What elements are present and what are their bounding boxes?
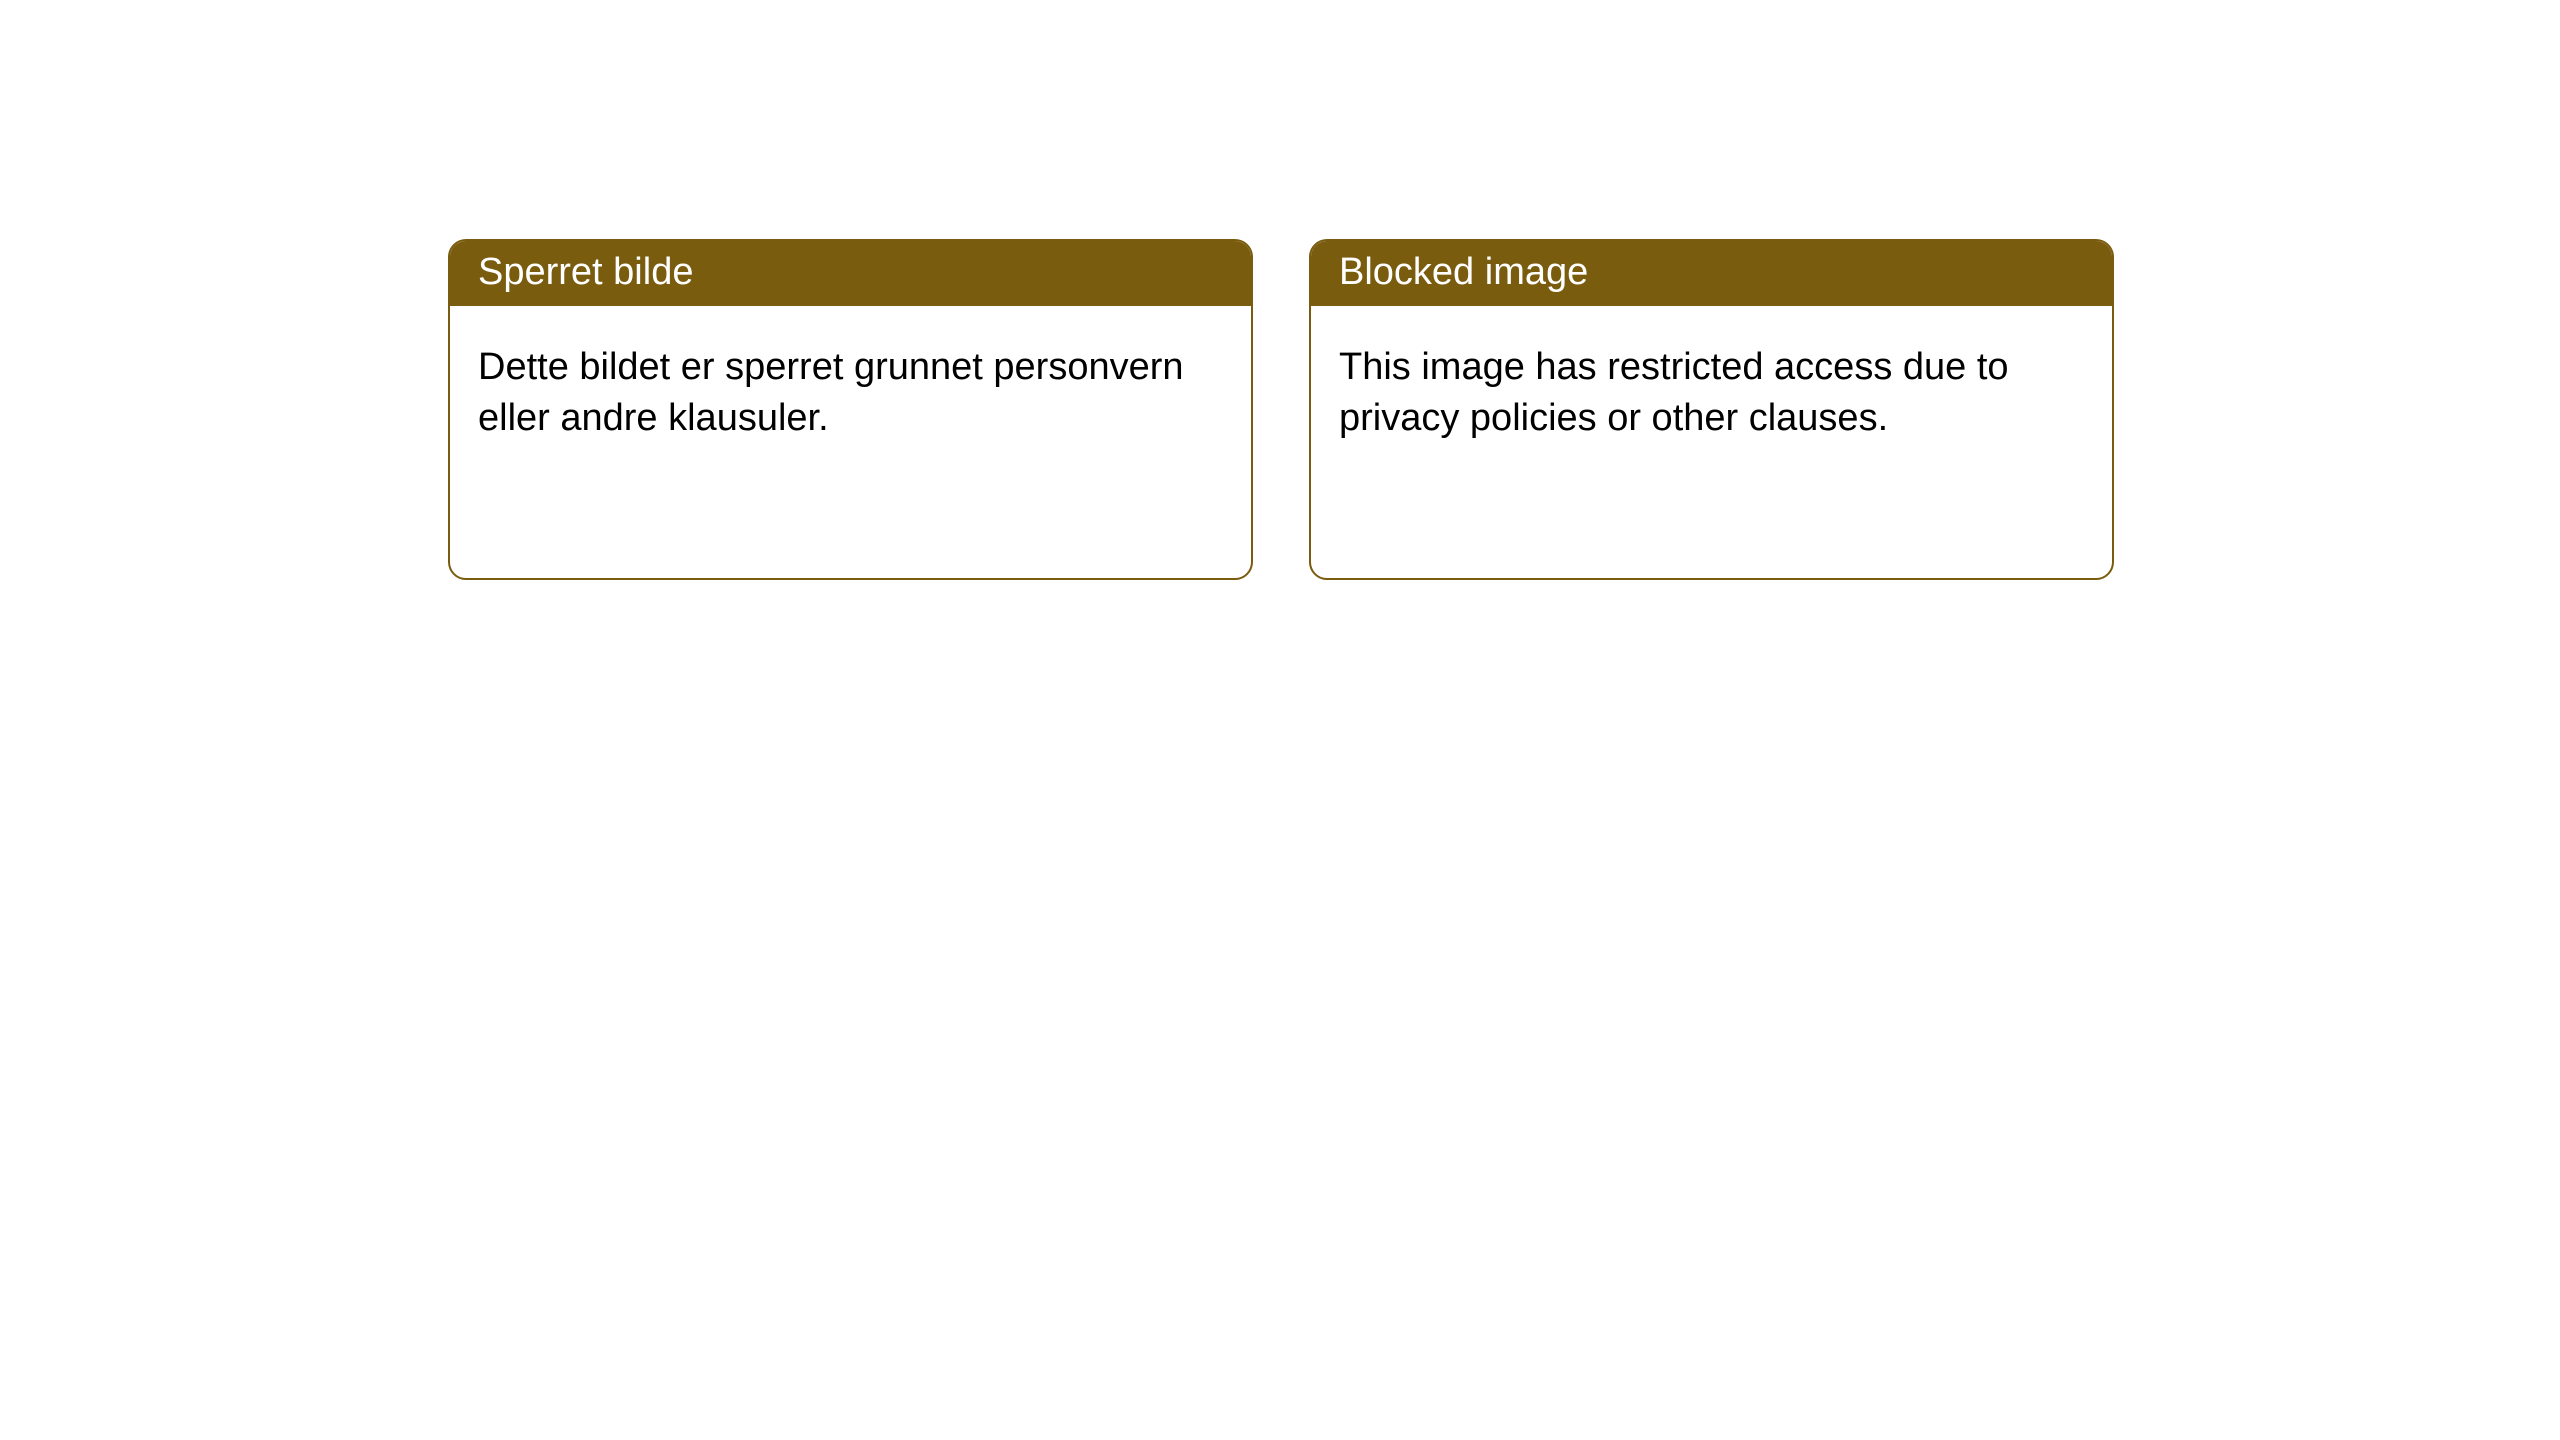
notice-body: This image has restricted access due to … xyxy=(1311,306,2112,578)
notice-header: Sperret bilde xyxy=(450,241,1251,306)
notice-header: Blocked image xyxy=(1311,241,2112,306)
notice-card-english: Blocked image This image has restricted … xyxy=(1309,239,2114,580)
notice-container: Sperret bilde Dette bildet er sperret gr… xyxy=(0,0,2560,580)
notice-card-norwegian: Sperret bilde Dette bildet er sperret gr… xyxy=(448,239,1253,580)
notice-body: Dette bildet er sperret grunnet personve… xyxy=(450,306,1251,578)
